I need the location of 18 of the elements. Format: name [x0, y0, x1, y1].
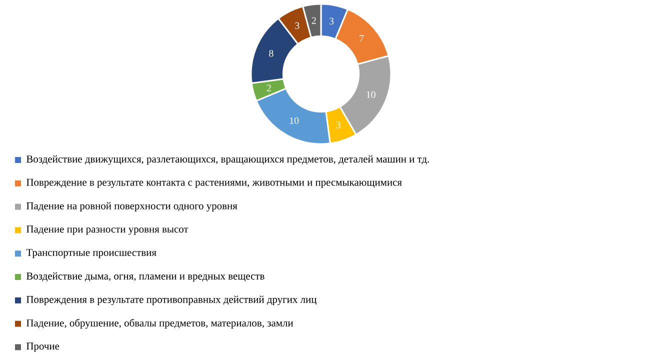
- legend-label: Транспортные происшествия: [26, 249, 156, 258]
- legend-label: Прочие: [26, 342, 60, 352]
- legend-label: Воздействие движущихся, разлетающихся, вращающихся предметов, деталей машин и тд.: [26, 155, 429, 165]
- legend-label: Падение, обрушение, обвалы предметов, материалов, замли: [26, 318, 294, 329]
- legend-label: Падение при разности уровня высот: [26, 226, 188, 235]
- legend-label: Падение на ровной поверхности одного уровня: [26, 202, 238, 212]
- data-label: 10: [366, 91, 376, 98]
- data-label: 7: [360, 35, 364, 42]
- data-label: 3: [336, 122, 340, 128]
- data-label: 10: [290, 117, 299, 124]
- data-label: 2: [312, 17, 316, 24]
- legend-label: Повреждения в результате противоправных действий других лиц: [26, 296, 316, 306]
- data-label: 3: [295, 22, 300, 29]
- legend-label: Повреждение в результате контакта с растениями, животными и пресмыкающимися: [26, 178, 402, 188]
- data-label: 2: [266, 84, 271, 92]
- data-label: 3: [330, 18, 334, 24]
- data-label: 8: [269, 50, 274, 57]
- legend-label: Воздействие дыма, огня, пламени и вредных веществ: [26, 272, 264, 282]
